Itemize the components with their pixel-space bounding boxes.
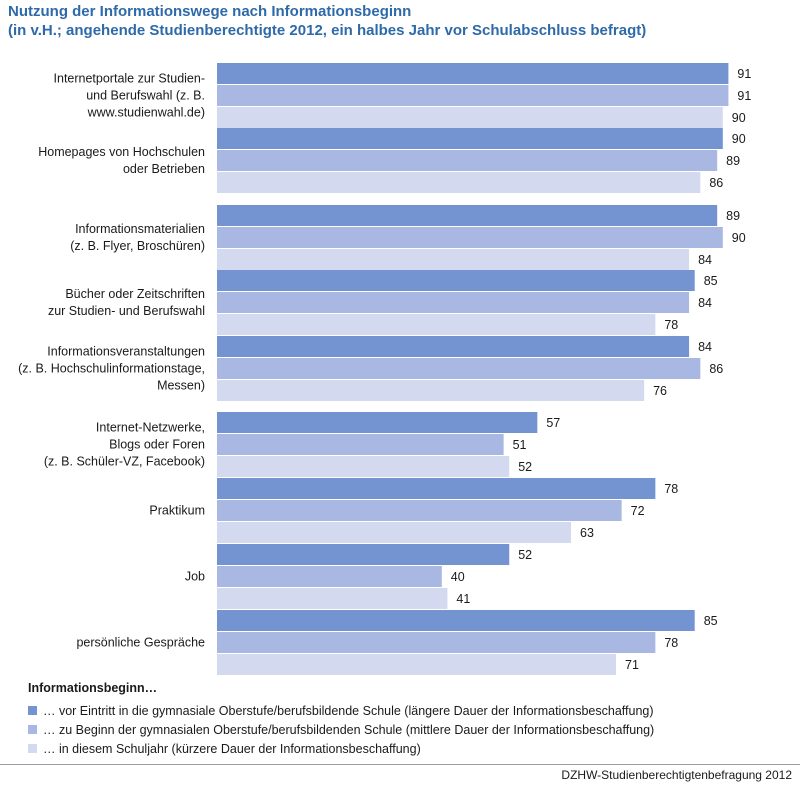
value-label-early-6: 78: [664, 482, 678, 496]
bar-late-4: [217, 380, 645, 401]
bar-middle-4: [217, 358, 701, 379]
category-label-0-line-2: www.studienwahl.de): [87, 106, 205, 120]
bar-early-6: [217, 478, 656, 499]
value-label-early-1: 90: [732, 132, 746, 146]
value-label-early-2: 89: [726, 209, 740, 223]
value-label-late-1: 86: [709, 176, 723, 190]
bar-early-1: [217, 128, 723, 149]
chart-title-line-1: Nutzung der Informationswege nach Inform…: [8, 3, 412, 20]
value-label-late-4: 76: [653, 384, 667, 398]
value-label-middle-6: 72: [631, 504, 645, 518]
category-label-7-line-0: Job: [185, 570, 205, 584]
bar-middle-0: [217, 85, 729, 106]
bar-late-0: [217, 107, 723, 128]
bar-late-6: [217, 522, 572, 543]
value-label-late-0: 90: [732, 111, 746, 125]
value-label-early-5: 57: [546, 416, 560, 430]
category-label-2-line-1: (z. B. Flyer, Broschüren): [70, 239, 205, 253]
legend-entry-early: … vor Eintritt in die gymnasiale Oberstu…: [28, 701, 654, 720]
category-label-2-line-0: Informationsmaterialien: [75, 222, 205, 236]
category-label-6-line-0: Praktikum: [149, 504, 205, 518]
category-label-3-line-0: Bücher oder Zeitschriften: [65, 287, 205, 301]
bar-early-2: [217, 205, 718, 226]
bar-late-2: [217, 249, 690, 270]
category-label-5-line-0: Internet-Netzwerke,: [96, 421, 205, 435]
bar-early-5: [217, 412, 538, 433]
bar-middle-2: [217, 227, 723, 248]
category-label-4-line-0: Informationsveranstaltungen: [47, 345, 205, 359]
value-label-middle-3: 84: [698, 296, 712, 310]
category-label-0-line-1: und Berufswahl (z. B.: [86, 89, 205, 103]
value-label-early-4: 84: [698, 340, 712, 354]
value-label-middle-8: 78: [664, 636, 678, 650]
bar-late-5: [217, 456, 510, 477]
chart-title-line-2: (in v.H.; angehende Studienberechtigte 2…: [8, 22, 647, 39]
legend-swatch-middle: [28, 725, 37, 734]
value-label-middle-1: 89: [726, 154, 740, 168]
value-label-late-8: 71: [625, 658, 639, 672]
value-label-middle-0: 91: [737, 89, 751, 103]
value-label-middle-4: 86: [709, 362, 723, 376]
legend: Informationsbeginn… … vor Eintritt in di…: [28, 681, 654, 758]
legend-label-middle: … zu Beginn der gymnasialen Oberstufe/be…: [43, 722, 655, 737]
bar-middle-5: [217, 434, 504, 455]
value-label-late-7: 41: [456, 592, 470, 606]
value-label-middle-7: 40: [451, 570, 465, 584]
legend-entry-middle: … zu Beginn der gymnasialen Oberstufe/be…: [28, 720, 654, 739]
bar-middle-6: [217, 500, 622, 521]
footer-divider: [0, 764, 800, 765]
bar-middle-7: [217, 566, 442, 587]
value-label-late-6: 63: [580, 526, 594, 540]
source-note: DZHW-Studienberechtigtenbefragung 2012: [561, 768, 792, 782]
bar-early-4: [217, 336, 690, 357]
bar-middle-1: [217, 150, 718, 171]
bar-late-3: [217, 314, 656, 335]
bar-middle-3: [217, 292, 690, 313]
category-label-1-line-1: oder Betrieben: [123, 162, 205, 176]
legend-swatch-early: [28, 706, 37, 715]
value-label-middle-2: 90: [732, 231, 746, 245]
value-label-early-8: 85: [704, 614, 718, 628]
bar-early-3: [217, 270, 695, 291]
bar-late-7: [217, 588, 448, 609]
category-label-4-line-2: Messen): [157, 379, 205, 393]
category-label-5-line-1: Blogs oder Foren: [109, 438, 205, 452]
legend-label-late: … in diesem Schuljahr (kürzere Dauer der…: [43, 741, 421, 756]
bar-late-8: [217, 654, 617, 675]
value-label-late-5: 52: [518, 460, 532, 474]
bar-chart: Internetportale zur Studien-und Berufswa…: [18, 63, 751, 675]
category-label-4-line-1: (z. B. Hochschulinformationstage,: [18, 362, 205, 376]
bar-early-7: [217, 544, 510, 565]
category-label-8-line-0: persönliche Gespräche: [76, 636, 205, 650]
bar-early-0: [217, 63, 729, 84]
bar-middle-8: [217, 632, 656, 653]
legend-heading: Informationsbeginn…: [28, 681, 158, 695]
value-label-late-3: 78: [664, 318, 678, 332]
bar-late-1: [217, 172, 701, 193]
value-label-late-2: 84: [698, 253, 712, 267]
value-label-early-7: 52: [518, 548, 532, 562]
value-label-middle-5: 51: [513, 438, 527, 452]
value-label-early-3: 85: [704, 274, 718, 288]
value-label-early-0: 91: [737, 67, 751, 81]
legend-swatch-late: [28, 744, 37, 753]
category-label-1-line-0: Homepages von Hochschulen: [38, 145, 205, 159]
legend-entry-late: … in diesem Schuljahr (kürzere Dauer der…: [28, 739, 654, 758]
category-label-0-line-0: Internetportale zur Studien-: [54, 72, 205, 86]
bar-early-8: [217, 610, 695, 631]
legend-label-early: … vor Eintritt in die gymnasiale Oberstu…: [43, 703, 654, 718]
category-label-5-line-2: (z. B. Schüler-VZ, Facebook): [44, 455, 205, 469]
chart-title: Nutzung der Informationswege nach Inform…: [8, 2, 646, 40]
category-label-3-line-1: zur Studien- und Berufswahl: [48, 304, 205, 318]
